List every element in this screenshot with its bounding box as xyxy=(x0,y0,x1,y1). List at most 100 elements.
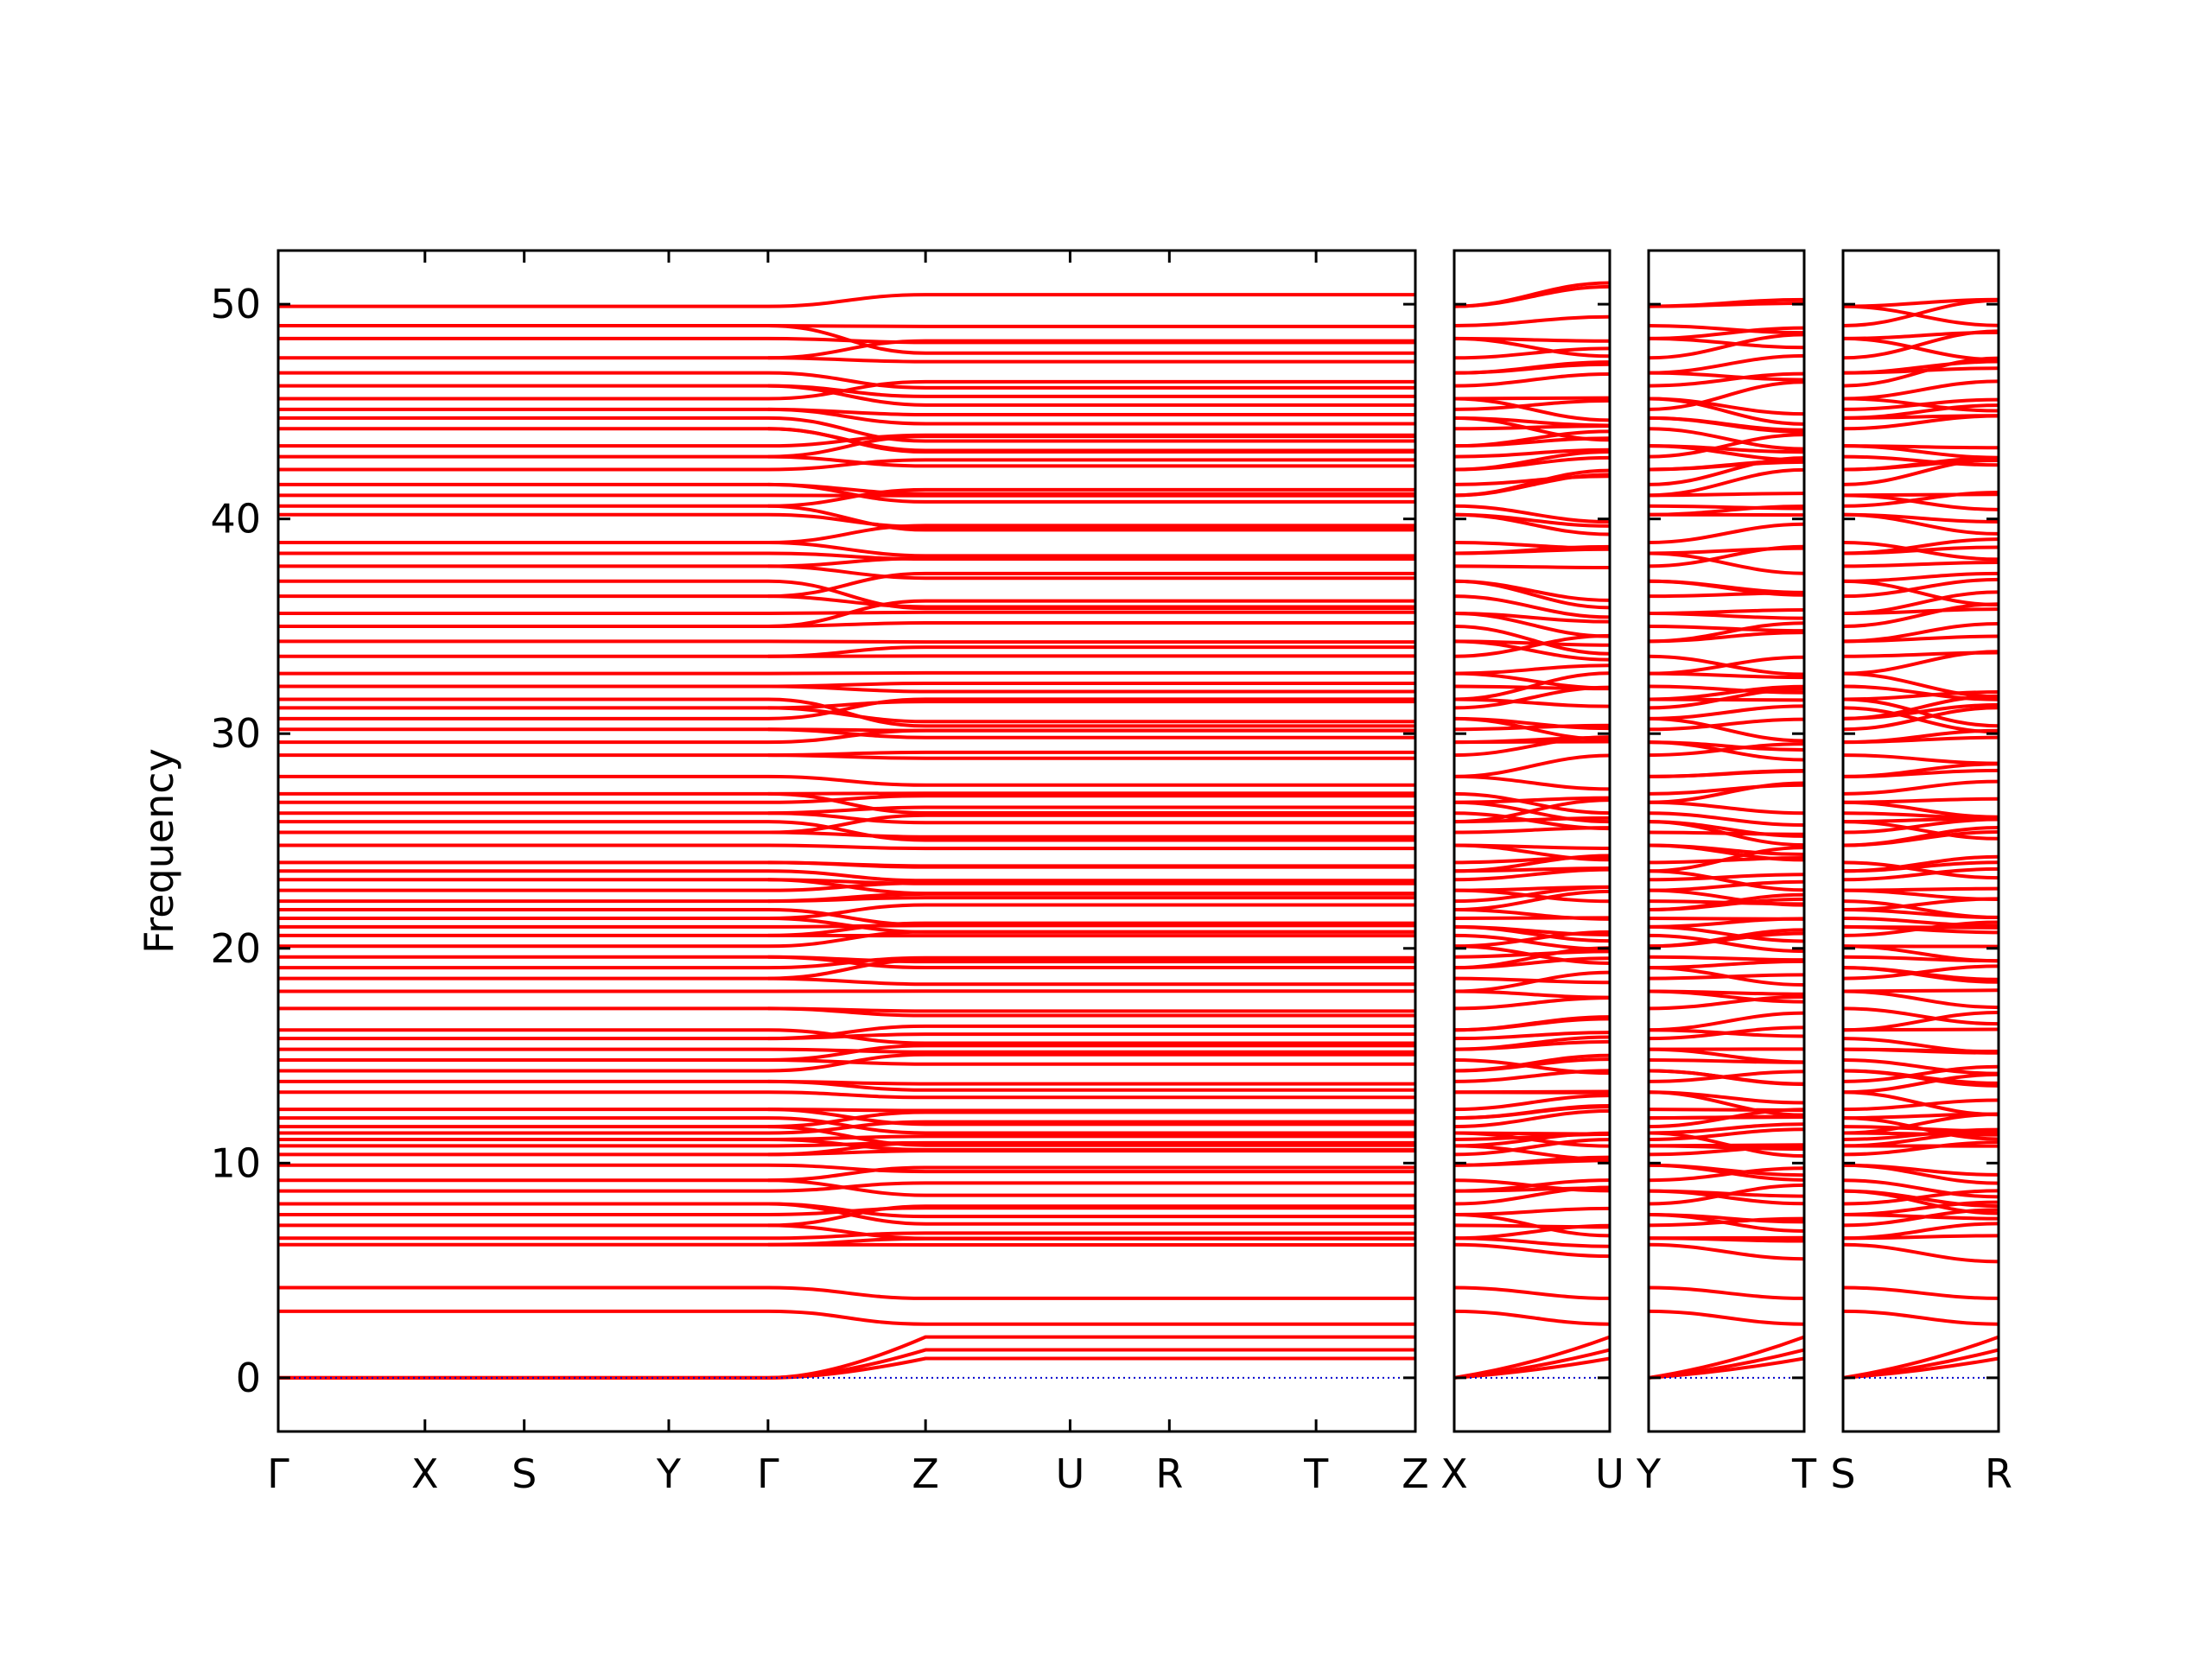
y-tick-label: 10 xyxy=(210,1139,261,1186)
band-line xyxy=(1649,1030,1804,1036)
band-line xyxy=(1843,307,1999,326)
band-line xyxy=(1843,891,1999,899)
band-line xyxy=(1843,495,1999,510)
band-line xyxy=(1843,991,1999,1007)
acoustic-band-line xyxy=(1843,1287,1999,1298)
y-tick-label: 20 xyxy=(210,925,261,972)
band-line xyxy=(278,673,1415,674)
band-line xyxy=(1649,460,1804,469)
band-line xyxy=(1649,962,1804,968)
band-line xyxy=(278,1109,1415,1110)
acoustic-band-line xyxy=(278,1311,1415,1324)
acoustic-band-line xyxy=(1649,1311,1804,1324)
band-line xyxy=(768,1008,1415,1011)
band-line xyxy=(1843,1030,1999,1031)
band-line xyxy=(1649,493,1804,495)
x-tick-label: X xyxy=(1440,1450,1468,1497)
panel-frame-3 xyxy=(1649,251,1804,1431)
band-line xyxy=(1843,782,1999,794)
band-line xyxy=(768,793,1415,794)
band-line xyxy=(1454,1160,1610,1165)
x-tick-label: U xyxy=(1595,1450,1624,1497)
x-tick-label: Γ xyxy=(757,1450,779,1497)
y-axis-label: Frequency xyxy=(136,748,182,954)
bands-layer xyxy=(278,282,1999,1377)
band-line xyxy=(1843,515,1999,522)
x-tick-label: R xyxy=(1155,1450,1183,1497)
band-line xyxy=(1454,374,1610,386)
x-tick-label: R xyxy=(1985,1450,2012,1497)
band-line xyxy=(278,777,1415,785)
x-tick-label: Y xyxy=(656,1450,682,1497)
y-tick-label: 50 xyxy=(210,281,261,327)
band-line xyxy=(1454,741,1610,742)
band-line xyxy=(1454,845,1610,848)
band-line xyxy=(768,979,1415,985)
band-line xyxy=(1454,777,1610,789)
band-line xyxy=(1649,626,1804,631)
x-tick-label: S xyxy=(1830,1450,1855,1497)
band-line xyxy=(278,641,1415,642)
x-tick-label: T xyxy=(1303,1450,1329,1497)
band-line xyxy=(1649,303,1804,307)
band-line xyxy=(1454,566,1610,568)
band-line xyxy=(278,845,1415,848)
band-line xyxy=(1454,991,1610,997)
y-tick-label: 40 xyxy=(210,496,261,543)
x-tick-label: Γ xyxy=(267,1450,289,1497)
x-tick-label: Z xyxy=(1402,1450,1429,1497)
band-line xyxy=(278,755,1415,759)
band-line xyxy=(768,409,1415,415)
band-line xyxy=(278,1050,1415,1052)
band-line xyxy=(1454,979,1610,983)
band-line xyxy=(1454,998,1610,1008)
band-line xyxy=(1454,581,1610,608)
band-line xyxy=(1454,1133,1610,1134)
y-tick-label: 0 xyxy=(236,1355,261,1401)
x-tick-label: X xyxy=(411,1450,439,1497)
band-line xyxy=(278,796,1415,802)
band-line xyxy=(1649,957,1804,960)
band-line xyxy=(1843,968,1999,982)
band-line xyxy=(1649,549,1804,554)
band-line xyxy=(1454,1092,1610,1093)
band-line xyxy=(768,1082,1415,1084)
band-line xyxy=(1649,524,1804,543)
band-line xyxy=(768,687,1415,692)
band-line xyxy=(768,623,1415,626)
band-line xyxy=(278,1092,1415,1097)
band-line xyxy=(768,543,1415,555)
band-line xyxy=(768,862,1415,866)
band-line xyxy=(1454,665,1610,673)
band-line xyxy=(1649,613,1804,619)
x-tick-label: T xyxy=(1791,1450,1817,1497)
band-line xyxy=(1843,1245,1999,1262)
band-line xyxy=(1843,755,1999,763)
band-line xyxy=(278,683,1415,686)
y-tick-label: 30 xyxy=(210,710,261,757)
band-line xyxy=(1649,771,1804,777)
x-tick-label: Z xyxy=(912,1450,939,1497)
acoustic-band-line xyxy=(1843,1311,1999,1324)
acoustic-band-line xyxy=(278,1287,1415,1298)
band-line xyxy=(1454,317,1610,326)
band-line xyxy=(768,752,1415,755)
acoustic-band-line xyxy=(1454,1311,1610,1324)
band-line xyxy=(1649,1238,1804,1239)
band-line xyxy=(278,729,1415,730)
band-line xyxy=(1843,699,1999,726)
x-tick-label: U xyxy=(1056,1450,1085,1497)
band-line xyxy=(1843,1092,1999,1114)
band-line xyxy=(1843,652,1999,656)
band-line xyxy=(1649,1109,1804,1110)
band-line xyxy=(1649,803,1804,813)
band-line xyxy=(278,701,1415,708)
band-line xyxy=(1649,699,1804,700)
band-line xyxy=(1649,1117,1804,1118)
x-tick-label: Y xyxy=(1636,1450,1662,1497)
band-line xyxy=(1454,755,1610,776)
band-line xyxy=(1843,333,1999,339)
acoustic-band-line xyxy=(1454,1287,1610,1298)
band-line xyxy=(768,326,1415,327)
